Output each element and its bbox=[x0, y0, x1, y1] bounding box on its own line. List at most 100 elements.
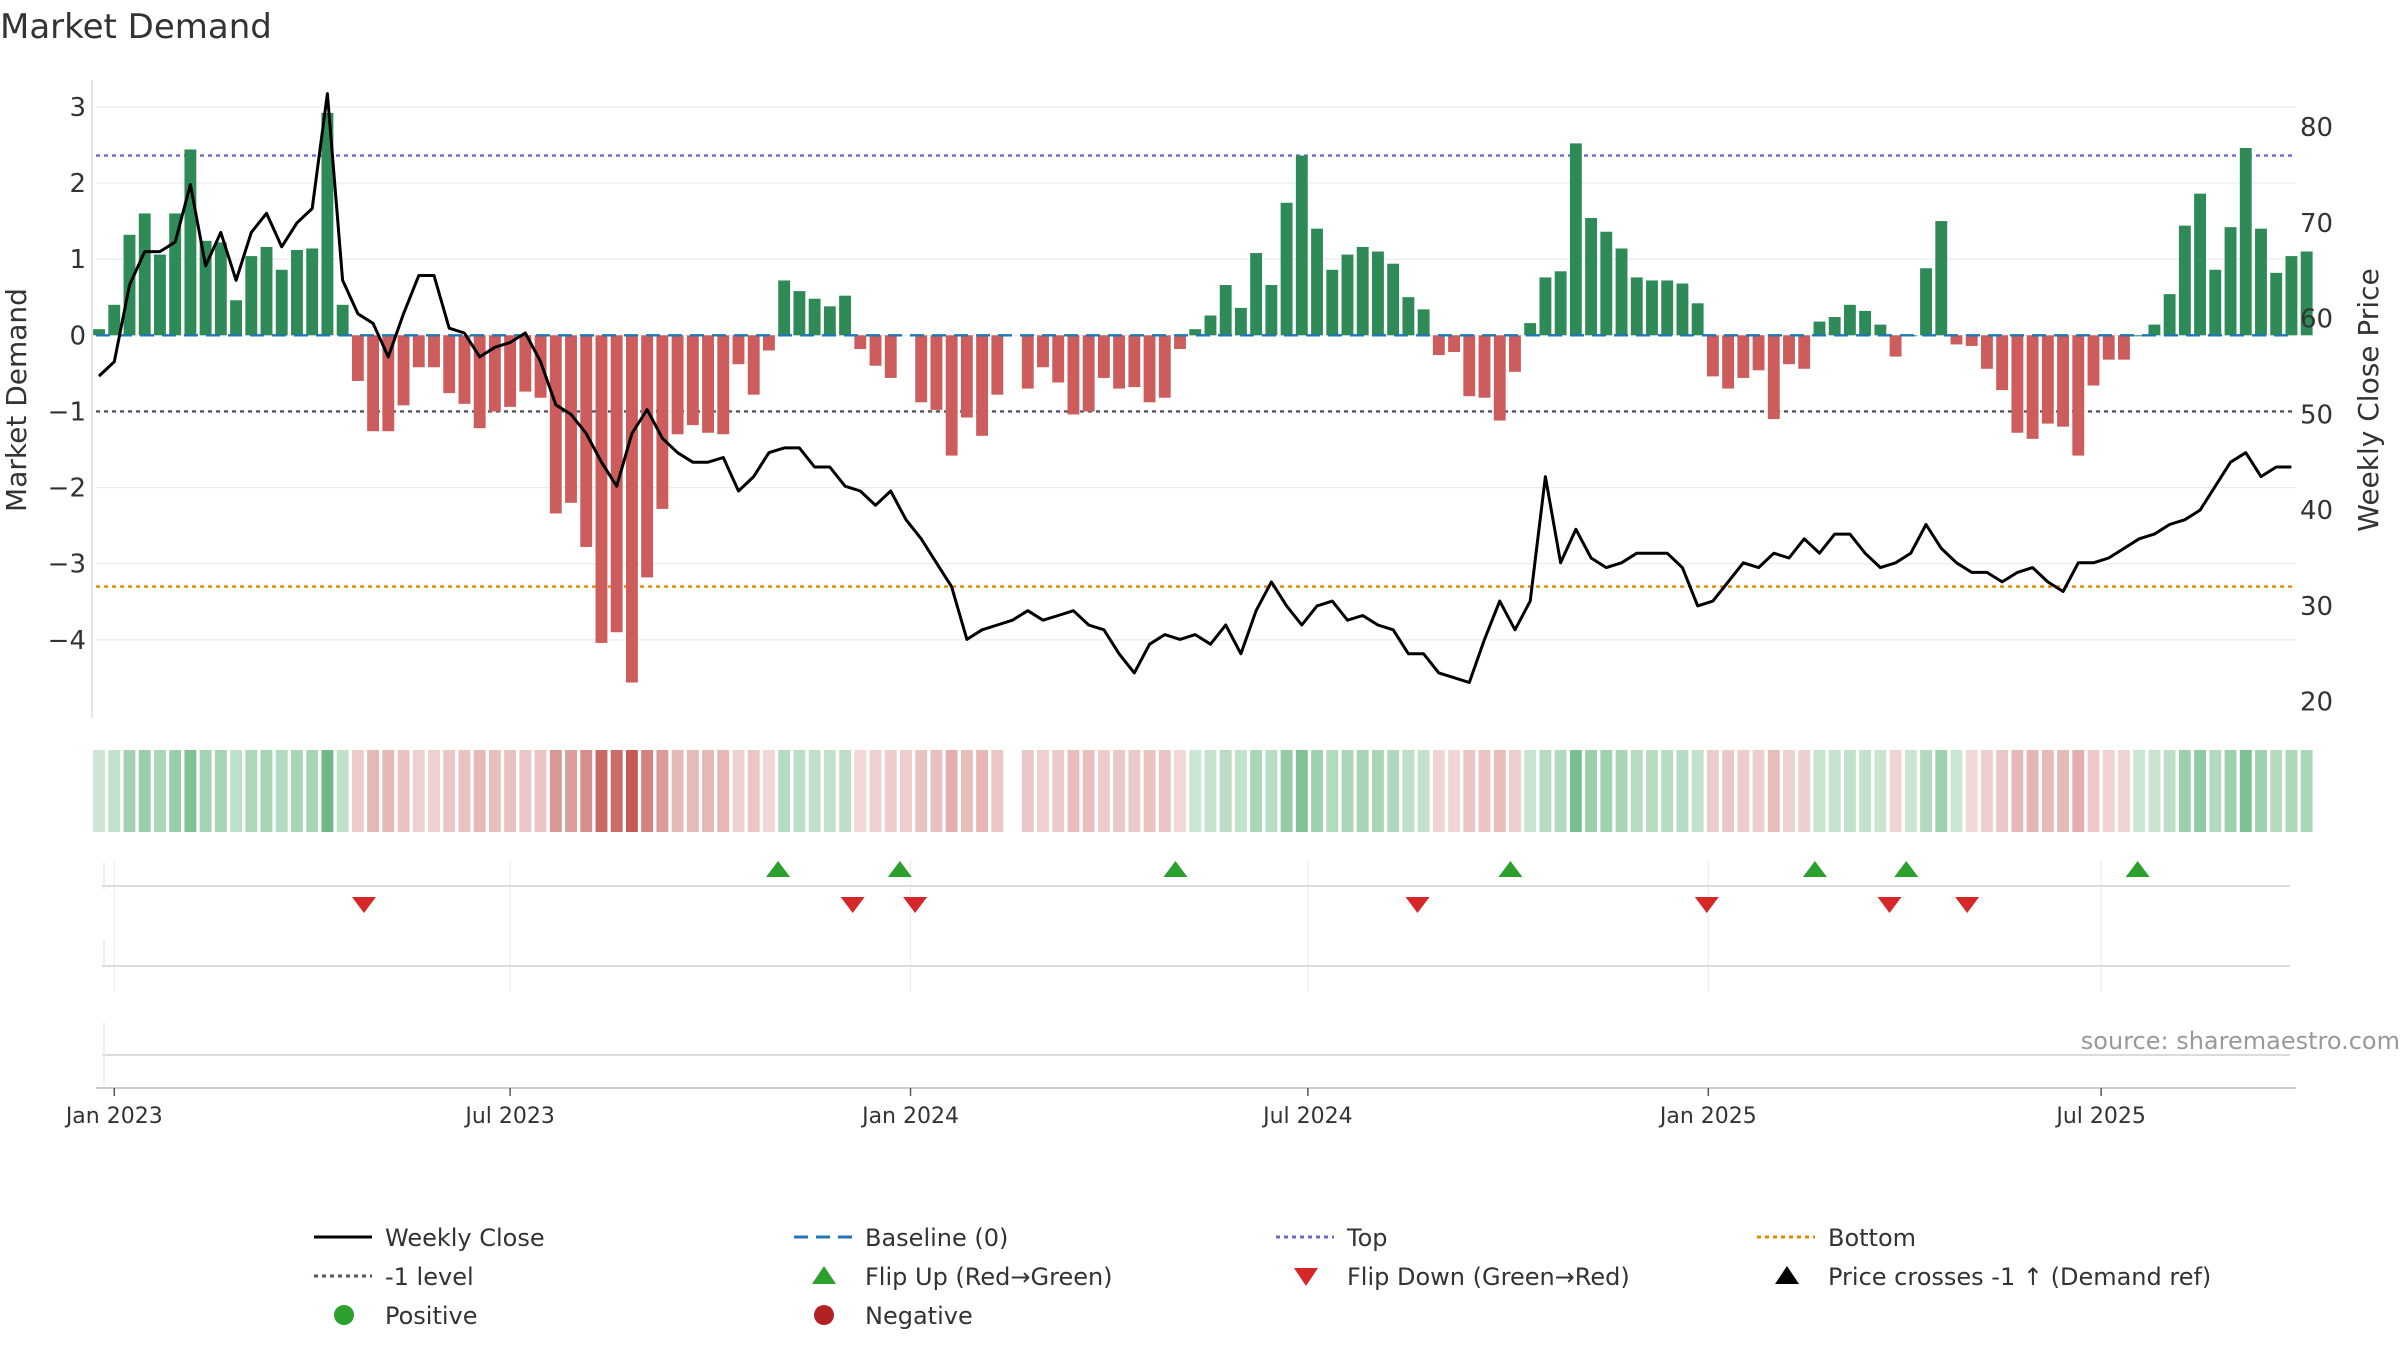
legend-triangle-up-icon bbox=[812, 1266, 836, 1284]
positive-demand-bar bbox=[1676, 283, 1689, 336]
negative-demand-bar bbox=[1783, 335, 1795, 365]
legend-item: Bottom bbox=[1757, 1224, 1916, 1252]
positive-demand-bar bbox=[306, 248, 319, 336]
heat-strip-cell bbox=[1630, 750, 1643, 832]
positive-demand-bar bbox=[1630, 277, 1643, 336]
heat-strip-cell bbox=[382, 750, 395, 832]
heat-strip-cell bbox=[1950, 750, 1963, 832]
negative-demand-bar bbox=[504, 335, 517, 407]
positive-demand-bar bbox=[1265, 285, 1278, 336]
heat-strip-cell bbox=[428, 750, 440, 832]
positive-demand-bar bbox=[214, 242, 227, 336]
heat-strip-cell bbox=[1539, 750, 1552, 832]
heat-strip-cell bbox=[854, 750, 867, 832]
positive-demand-bar bbox=[1569, 143, 1582, 336]
heat-strip-cell bbox=[1356, 750, 1369, 832]
legend-item: Top bbox=[1276, 1224, 1388, 1252]
positive-demand-bar bbox=[1326, 269, 1339, 336]
legend-label: Weekly Close bbox=[385, 1224, 545, 1252]
negative-demand-bar bbox=[1996, 335, 2009, 391]
heat-strip-cell bbox=[1478, 750, 1491, 832]
heat-strip-cell bbox=[1372, 750, 1384, 832]
positive-demand-bar bbox=[1828, 317, 1841, 336]
positive-demand-bar bbox=[154, 254, 166, 336]
heat-strip-cell bbox=[702, 750, 714, 832]
flip-down-marker bbox=[903, 897, 928, 913]
heat-strip-cell bbox=[275, 750, 288, 832]
heat-strip-cell bbox=[214, 750, 227, 832]
heat-strip-cell bbox=[2133, 750, 2146, 832]
negative-demand-bar bbox=[565, 335, 577, 503]
chart-title: Market Demand bbox=[0, 7, 272, 47]
negative-demand-bar bbox=[869, 335, 882, 366]
heat-strip-cell bbox=[1889, 750, 1902, 832]
x-tick-label: Jan 2023 bbox=[64, 1104, 163, 1129]
x-tick-label: Jul 2025 bbox=[2054, 1104, 2146, 1129]
positive-demand-bar bbox=[793, 291, 806, 336]
flip-up-marker bbox=[1498, 861, 1523, 877]
negative-demand-bar bbox=[1097, 335, 1110, 378]
positive-demand-bar bbox=[1204, 315, 1217, 336]
heat-strip-cell bbox=[1722, 750, 1735, 832]
heat-strip-cell bbox=[1509, 750, 1521, 832]
positive-demand-bar bbox=[808, 298, 821, 336]
heat-strip-cell bbox=[1052, 750, 1065, 832]
negative-demand-bar bbox=[1052, 335, 1065, 383]
heat-strip-cell bbox=[1082, 750, 1095, 832]
positive-demand-bar bbox=[260, 246, 273, 336]
heat-strip-cell bbox=[1828, 750, 1841, 832]
heat-strip-cell bbox=[443, 750, 456, 832]
positive-demand-bar bbox=[1356, 246, 1369, 336]
flip-up-marker bbox=[1802, 861, 1827, 877]
heat-strip-cell bbox=[199, 750, 212, 832]
heat-strip-cell bbox=[1174, 750, 1186, 832]
positive-demand-bar bbox=[1402, 297, 1415, 336]
x-tick-label: Jan 2025 bbox=[1658, 1104, 1757, 1129]
legend-triangle-down-icon bbox=[1294, 1268, 1318, 1286]
heat-strip-cell bbox=[778, 750, 791, 832]
negative-demand-bar bbox=[2041, 335, 2054, 424]
heat-strip-cell bbox=[2026, 750, 2039, 832]
heat-strip-cell bbox=[1189, 750, 1202, 832]
heat-strip-cell bbox=[915, 750, 928, 832]
heat-strip-cell bbox=[488, 750, 501, 832]
flip-down-marker bbox=[1405, 897, 1430, 913]
heat-strip-cell bbox=[473, 750, 486, 832]
heat-strip-cell bbox=[1569, 750, 1582, 832]
negative-demand-bar bbox=[2011, 335, 2024, 433]
negative-demand-bar bbox=[1722, 335, 1735, 389]
negative-demand-bar bbox=[1463, 335, 1476, 397]
positive-demand-bar bbox=[1280, 202, 1293, 336]
heat-strip-cell bbox=[732, 750, 745, 832]
y-tick-label: 2 bbox=[69, 169, 86, 199]
heat-strip-cell bbox=[2194, 750, 2207, 832]
negative-demand-bar bbox=[976, 335, 989, 436]
negative-demand-bar bbox=[671, 335, 684, 435]
negative-demand-bar bbox=[1752, 335, 1765, 371]
heat-strip-cell bbox=[184, 750, 197, 832]
legend-label: Price crosses -1 ↑ (Demand ref) bbox=[1828, 1263, 2211, 1291]
heat-strip-cell bbox=[549, 750, 562, 832]
legend-item: Price crosses -1 ↑ (Demand ref) bbox=[1775, 1263, 2211, 1291]
positive-demand-bar bbox=[1661, 280, 1674, 336]
positive-demand-bar bbox=[2209, 269, 2222, 336]
heat-strip-cell bbox=[412, 750, 425, 832]
negative-demand-bar bbox=[747, 335, 760, 395]
heat-strip-cell bbox=[1935, 750, 1948, 832]
heat-strip-cell bbox=[534, 750, 547, 832]
legend-triangle-up-icon bbox=[1775, 1266, 1799, 1284]
heat-strip-cell bbox=[1128, 750, 1141, 832]
positive-demand-bar bbox=[275, 269, 288, 336]
positive-demand-bar bbox=[1920, 268, 1932, 336]
heat-strip-cell bbox=[2255, 750, 2267, 832]
heat-strip-cell bbox=[1097, 750, 1110, 832]
heat-strip-cell bbox=[1280, 750, 1293, 832]
heat-strip-cell bbox=[1219, 750, 1232, 832]
positive-demand-bar bbox=[230, 300, 243, 336]
heat-strip-cell bbox=[1204, 750, 1217, 832]
positive-demand-bar bbox=[336, 304, 349, 336]
flip-up-marker bbox=[2125, 861, 2150, 877]
positive-demand-bar bbox=[321, 112, 334, 336]
positive-demand-bar bbox=[1311, 228, 1323, 336]
positive-demand-bar bbox=[138, 213, 151, 336]
